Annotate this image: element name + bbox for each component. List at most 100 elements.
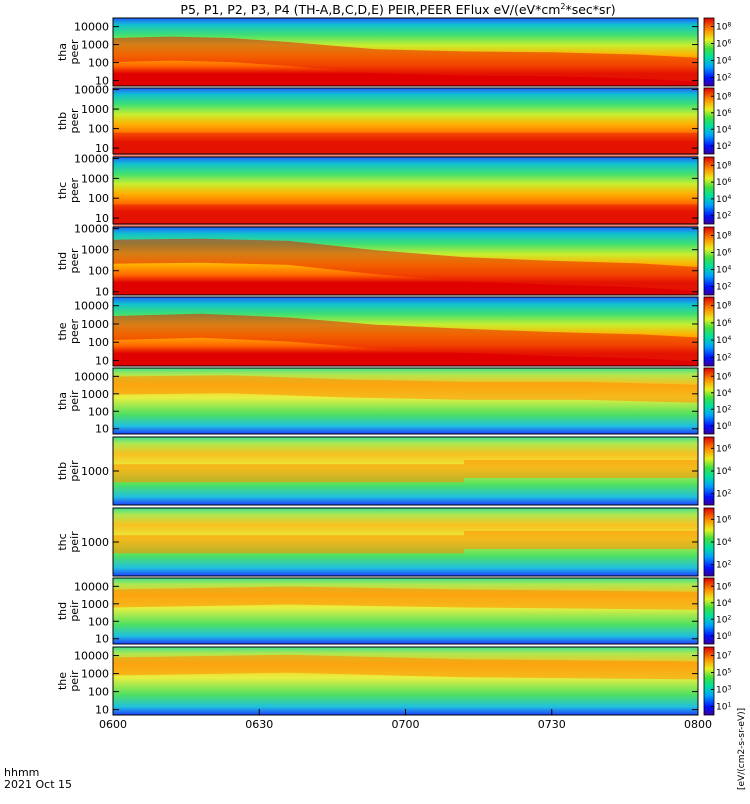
- panel-probe-label: thb: [56, 462, 69, 480]
- peak-flux-band-thc-peer: [113, 204, 698, 229]
- panel-frame-tha-peir: [112, 367, 699, 435]
- panel-thb-peer: 10 100 1000 10000 thb peer 102 104 106 108: [56, 84, 731, 157]
- colorbar-tick-label-tha-peer: 102: [716, 73, 731, 84]
- colorbar-tick-label-tha-peir: 102: [716, 404, 731, 415]
- panel-product-label: peir: [68, 390, 81, 412]
- spectrogram-thd-peir: [113, 578, 698, 644]
- colorbar-tick-label-thc-peir: 106: [716, 514, 731, 525]
- colorbar-tha-peer: [703, 17, 715, 87]
- ytick-label-tha-peir: 10000: [74, 370, 109, 383]
- colorbar-the-peir: [703, 646, 715, 716]
- peak-flux-band-thd-peir: [113, 586, 698, 610]
- ytick-label-the-peir: 100: [88, 686, 109, 699]
- colorbar-tha-peir: [703, 367, 715, 435]
- panel-frame-tha-peer: [112, 17, 699, 87]
- panel-the-peer: 10 100 1000 10000 the peer 102 104 106 108: [56, 296, 731, 368]
- colorbar-tick-label-tha-peir: 106: [716, 371, 731, 382]
- peak-flux-band-thc-peir: [113, 531, 698, 554]
- panel-probe-label: tha: [56, 392, 69, 410]
- ytick-label-thd-peir: 10000: [74, 580, 109, 593]
- ytick-label-the-peer: 1000: [81, 318, 109, 331]
- colorbar-tick-label-thd-peer: 102: [716, 282, 731, 293]
- ytick-label-thd-peir: 1000: [81, 598, 109, 611]
- ytick-label-the-peer: 10000: [74, 300, 109, 313]
- ytick-label-thc-peir: 1000: [81, 536, 109, 549]
- ytick-label-tha-peer: 10000: [74, 21, 109, 34]
- ytick-label-thb-peer: 1000: [81, 103, 109, 116]
- panel-probe-label: thd: [56, 602, 69, 620]
- peak-flux-band-the-peer: [113, 313, 698, 362]
- xtick-label: 0700: [392, 718, 420, 731]
- ytick-label-thc-peer: 10000: [74, 153, 109, 166]
- panel-product-label: peir: [68, 670, 81, 692]
- panel-product-label: peir: [68, 600, 81, 622]
- ytick-label-tha-peir: 100: [88, 405, 109, 418]
- colorbar-tick-label-tha-peir: 104: [716, 388, 731, 399]
- panel-product-label: peir: [68, 460, 81, 482]
- time-axis-label-top: hhmm: [4, 766, 39, 779]
- panel-thb-peir: 1000 thb peir 102 104 106: [56, 436, 731, 506]
- colorbar-tick-label-thb-peer: 106: [716, 108, 731, 119]
- colorbar-label: [eV/(cm2-s-sr-eV)]: [737, 708, 747, 790]
- colorbar-tick-label-thc-peer: 102: [716, 211, 731, 222]
- colorbar-tick-label-the-peer: 104: [716, 335, 731, 346]
- peak-flux-band-tha-peer: [113, 36, 698, 82]
- colorbar-tick-label-thc-peir: 102: [716, 560, 731, 571]
- panel-frame-thd-peir: [112, 577, 699, 645]
- colorbar-tick-label-thc-peer: 108: [716, 160, 731, 171]
- ytick-label-the-peer: 10: [95, 355, 109, 368]
- ytick-label-tha-peir: 10: [95, 423, 109, 436]
- panel-product-label: peer: [68, 108, 81, 134]
- colorbar-tick-label-the-peer: 102: [716, 352, 731, 363]
- panel-probe-label: tha: [56, 43, 69, 61]
- ytick-label-thc-peer: 1000: [81, 172, 109, 185]
- panel-the-peir: 10 100 1000 10000 the peir 101 103 105 107: [56, 646, 731, 717]
- colorbar-thb-peer: [703, 87, 715, 155]
- panel-frame-thd-peer: [112, 226, 699, 296]
- xtick-label: 0600: [99, 718, 127, 731]
- panel-probe-label: thc: [56, 533, 69, 550]
- colorbar-tick-label-the-peir: 103: [716, 685, 731, 696]
- panel-frame-thb-peer: [112, 87, 699, 155]
- colorbar-tick-label-thd-peir: 104: [716, 598, 731, 609]
- ytick-label-thc-peer: 100: [88, 192, 109, 205]
- colorbar-thd-peer: [703, 226, 715, 296]
- colorbar-tick-label-tha-peer: 108: [716, 22, 731, 33]
- colorbar-tick-label-thd-peer: 106: [716, 248, 731, 259]
- colorbar-tick-label-tha-peer: 104: [716, 56, 731, 67]
- ytick-label-tha-peer: 100: [88, 57, 109, 70]
- panel-product-label: peer: [68, 319, 81, 345]
- panel-product-label: peir: [68, 531, 81, 553]
- panel-thd-peer: 10 100 1000 10000 thd peer 102 104 106 108: [56, 223, 731, 299]
- colorbar-tick-label-thb-peer: 102: [716, 141, 731, 152]
- colorbar-the-peer: [703, 296, 715, 367]
- panel-product-label: peer: [68, 248, 81, 274]
- colorbar-tick-label-thd-peer: 104: [716, 265, 731, 276]
- colorbar-tick-label-thb-peer: 104: [716, 124, 731, 135]
- ytick-label-thd-peer: 1000: [81, 244, 109, 257]
- panel-probe-label: the: [56, 672, 69, 690]
- ytick-label-thd-peir: 100: [88, 615, 109, 628]
- panel-frame-the-peer: [112, 296, 699, 367]
- time-axis-label-bottom: 2021 Oct 15: [4, 778, 72, 791]
- panel-thd-peir: 10 100 1000 10000 thd peir 100 102 104 106: [56, 577, 731, 646]
- colorbar-tick-label-the-peir: 105: [716, 668, 731, 679]
- colorbar-tick-label-thc-peir: 104: [716, 537, 731, 548]
- peak-flux-band-thb-peer: [113, 132, 698, 157]
- colorbar-tick-label-thd-peir: 106: [716, 581, 731, 592]
- ytick-label-thb-peer: 10: [95, 142, 109, 155]
- panel-product-label: peer: [68, 39, 81, 65]
- peak-flux-band-thd-peer: [113, 238, 698, 292]
- colorbar-tick-label-tha-peir: 100: [716, 421, 731, 432]
- colorbar-tick-label-thd-peir: 102: [716, 614, 731, 625]
- colorbar-tick-label-the-peir: 107: [716, 651, 731, 662]
- colorbar-tick-label-the-peer: 106: [716, 318, 731, 329]
- xtick-label: 0630: [245, 718, 273, 731]
- colorbar-tick-label-thb-peir: 106: [716, 443, 731, 454]
- colorbar-tick-label-thd-peir: 100: [716, 631, 731, 642]
- peak-flux-band-the-peir: [113, 654, 698, 680]
- panel-probe-label: thc: [56, 182, 69, 199]
- ytick-label-thb-peer: 10000: [74, 84, 109, 97]
- ytick-label-thd-peir: 10: [95, 633, 109, 646]
